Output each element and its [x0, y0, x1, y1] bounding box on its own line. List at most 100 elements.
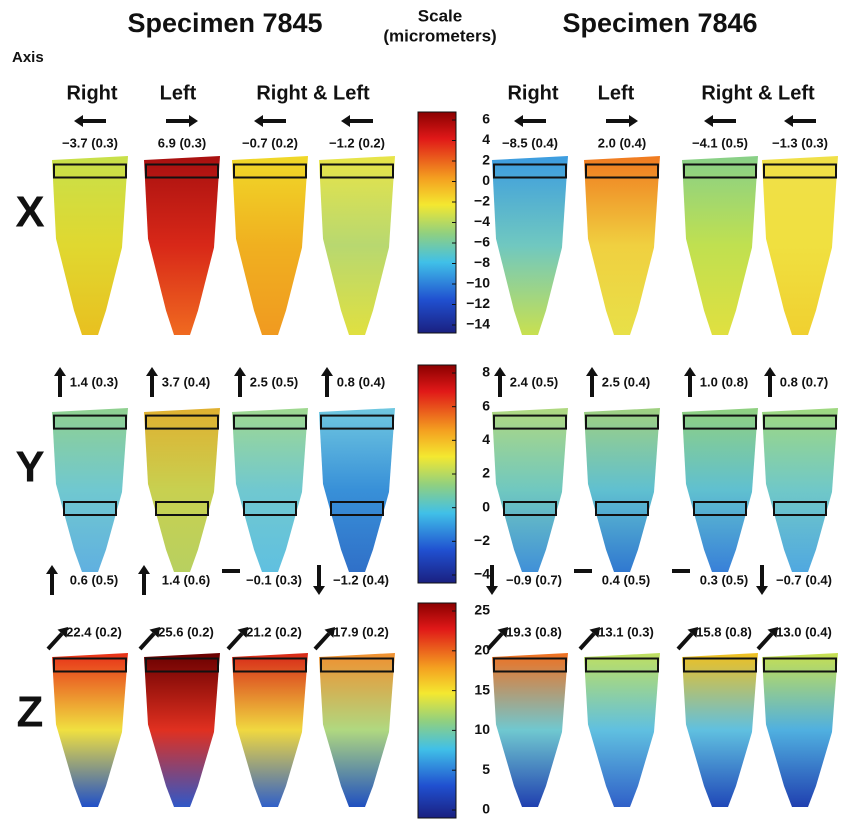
- value-label: −3.7 (0.3): [62, 135, 118, 150]
- roi-box: [683, 657, 757, 673]
- specimen-map: [682, 156, 758, 335]
- value-label: 0.8 (0.4): [337, 374, 385, 389]
- colorbar-tick-label: 8: [482, 364, 490, 380]
- colorbar-tick-label: −4: [474, 566, 490, 582]
- value-label: 13.1 (0.3): [598, 624, 654, 639]
- specimen-map: [584, 156, 660, 335]
- arrow-head: [237, 627, 248, 638]
- colorbar-tick-label: 2: [482, 465, 490, 481]
- value-label: 3.7 (0.4): [162, 374, 210, 389]
- value-label: 22.4 (0.2): [66, 624, 122, 639]
- value-label: −4.1 (0.5): [692, 135, 748, 150]
- colorbar-tick-label: −10: [466, 275, 490, 291]
- arrow-head: [341, 115, 350, 127]
- value-label: −1.2 (0.2): [329, 135, 385, 150]
- arrow-head: [138, 565, 150, 574]
- arrow-shaft: [676, 632, 694, 651]
- value-label: −0.7 (0.4): [776, 572, 832, 587]
- value-label: 1.0 (0.8): [700, 374, 748, 389]
- arrow-head: [74, 115, 83, 127]
- specimen-map: [762, 156, 838, 335]
- value-label: −0.1 (0.3): [246, 572, 302, 587]
- arrow-shaft: [756, 632, 774, 651]
- roi-box: [233, 414, 307, 430]
- roi-box: [503, 501, 557, 516]
- dash: [574, 569, 592, 573]
- roi-box: [773, 501, 827, 516]
- arrow-head: [586, 367, 598, 376]
- arrow-shaft: [578, 632, 596, 651]
- specimen-title: Specimen 7846: [562, 8, 757, 38]
- value-label: 25.6 (0.2): [158, 624, 214, 639]
- specimen-map: [52, 653, 128, 807]
- specimen-map: [144, 156, 220, 335]
- arrow-head: [514, 115, 523, 127]
- colorbar: [417, 111, 457, 334]
- arrow-head: [687, 627, 698, 638]
- roi-box: [145, 163, 219, 179]
- colorbar-tick-label: 25: [474, 602, 490, 618]
- colorbar-tick-label: 4: [482, 131, 490, 147]
- colorbar-tick-label: 4: [482, 431, 490, 447]
- roi-box: [763, 657, 837, 673]
- value-label: 17.9 (0.2): [333, 624, 389, 639]
- arrow-shaft: [313, 632, 331, 651]
- roi-box: [53, 414, 127, 430]
- column-header: Right: [66, 82, 117, 104]
- arrow-head: [497, 627, 508, 638]
- arrow-head: [767, 627, 778, 638]
- specimen-map: [232, 156, 308, 335]
- arrow-head: [589, 627, 600, 638]
- colorbar-tick-label: 6: [482, 111, 490, 127]
- value-label: 2.4 (0.5): [510, 374, 558, 389]
- arrow-head: [684, 367, 696, 376]
- specimen-map: [682, 408, 758, 572]
- colorbar-tick-label: 15: [474, 681, 490, 697]
- arrow-head: [756, 586, 768, 595]
- value-label: 2.5 (0.5): [250, 374, 298, 389]
- roi-box: [63, 501, 117, 516]
- specimen-map: [492, 408, 568, 572]
- roi-box: [585, 414, 659, 430]
- roi-box: [493, 163, 567, 179]
- column-header: Left: [160, 82, 197, 104]
- specimen-map: [144, 653, 220, 807]
- roi-box: [320, 414, 394, 430]
- value-label: 2.5 (0.4): [602, 374, 650, 389]
- specimen-map: [762, 408, 838, 572]
- column-header: Left: [598, 82, 635, 104]
- colorbar-tick-label: 0: [482, 498, 490, 514]
- dash: [222, 569, 240, 573]
- colorbar: [417, 602, 457, 819]
- arrow-shaft: [226, 632, 244, 651]
- value-label: 15.8 (0.8): [696, 624, 752, 639]
- arrow-head: [321, 367, 333, 376]
- arrow-head: [494, 367, 506, 376]
- value-label: 6.9 (0.3): [158, 135, 206, 150]
- row-label: Y: [15, 443, 44, 492]
- specimen-map: [762, 653, 838, 807]
- arrow-head: [254, 115, 263, 127]
- arrow-head: [149, 627, 160, 638]
- column-header: Right & Left: [256, 82, 370, 104]
- specimen-map: [232, 408, 308, 572]
- value-label: 2.0 (0.4): [598, 135, 646, 150]
- roi-box: [493, 657, 567, 673]
- specimen-map: [584, 653, 660, 807]
- specimen-map: [52, 408, 128, 572]
- specimen-map: [584, 408, 660, 572]
- roi-box: [763, 163, 837, 179]
- roi-box: [233, 163, 307, 179]
- roi-box: [683, 414, 757, 430]
- colorbar-tick-label: 0: [482, 801, 490, 817]
- roi-box: [595, 501, 649, 516]
- roi-box: [493, 414, 567, 430]
- value-label: −0.9 (0.7): [506, 572, 562, 587]
- roi-box: [53, 163, 127, 179]
- colorbar-tick-label: −6: [474, 234, 490, 250]
- arrow-head: [234, 367, 246, 376]
- colorbar-tick-label: −8: [474, 254, 490, 270]
- colorbar-tick-label: −2: [474, 532, 490, 548]
- colorbar-tick-label: 0: [482, 172, 490, 188]
- value-label: −1.3 (0.3): [772, 135, 828, 150]
